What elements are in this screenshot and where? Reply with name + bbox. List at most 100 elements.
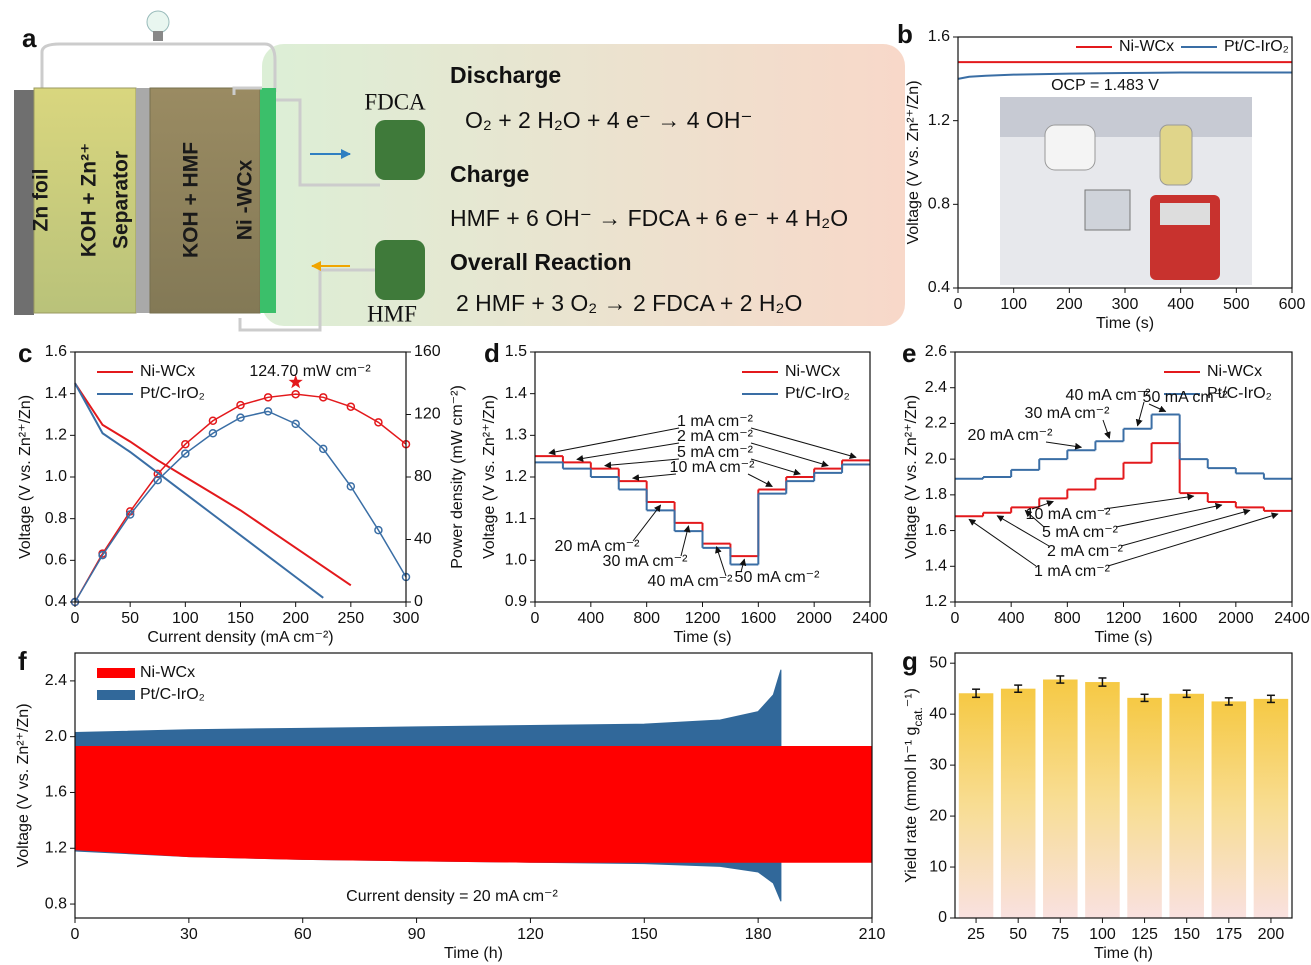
y-tick-label: 1.6: [45, 343, 67, 360]
y-axis-label-part: Yield rate (mmol h⁻¹ g: [903, 727, 920, 883]
bar: [1127, 698, 1162, 918]
legend-label: Pt/C-IrO₂: [1224, 38, 1289, 55]
panel-label: c: [18, 338, 32, 368]
legend-label: Ni-WCx: [140, 363, 195, 380]
cell-label: KOH + Zn²⁺: [78, 143, 101, 257]
photo-object: [1045, 125, 1095, 170]
x-tick-label: 400: [1167, 296, 1194, 313]
legend-label: Pt/C-IrO₂: [140, 385, 205, 402]
x-tick-label: 250: [337, 610, 364, 627]
x-tick-label: 300: [1112, 296, 1139, 313]
y-axis-label-part: ⁻¹): [903, 688, 920, 707]
arrow: [751, 459, 800, 474]
power-line: [75, 394, 406, 602]
step-label: 50 mA cm⁻²: [1143, 389, 1229, 406]
x-tick-label: 60: [294, 926, 312, 943]
annotation: 124.70 mW cm⁻²: [249, 363, 371, 380]
bar: [959, 693, 994, 918]
x-tick-label: 210: [859, 926, 886, 943]
step-label: 30 mA cm⁻²: [603, 553, 689, 570]
y-tick-label: 1.2: [45, 839, 67, 856]
bulb: [147, 11, 169, 33]
power-line: [75, 411, 406, 602]
panel-label: d: [484, 338, 500, 368]
x-tick-label: 2000: [796, 610, 832, 627]
x-tick-label: 100: [1089, 926, 1116, 943]
step-label: 10 mA cm⁻²: [670, 459, 756, 476]
y-tick-label: 1.6: [928, 28, 950, 45]
plot-area: [959, 676, 1288, 918]
y2-tick-label: 160: [414, 343, 441, 360]
y-tick-label: 0.6: [45, 552, 67, 569]
legend-label: Ni-WCx: [140, 664, 195, 681]
step-label: 2 mA cm⁻²: [677, 428, 754, 445]
x-tick-label: 100: [1000, 296, 1027, 313]
y-tick-label: 0.8: [45, 510, 67, 527]
arrow: [1116, 505, 1222, 527]
x-tick-label: 2400: [1274, 610, 1310, 627]
legend-swatch: [97, 690, 135, 700]
y-tick-label: 1.2: [928, 112, 950, 129]
y-tick-label: 2.4: [925, 379, 947, 396]
line: [75, 383, 323, 598]
y-tick-label: 2.6: [925, 343, 947, 360]
bottle-label: FDCA: [364, 89, 426, 114]
reaction-title: Charge: [450, 161, 529, 187]
arrow: [549, 428, 679, 453]
y-tick-label: 0.4: [928, 279, 950, 296]
photo-object: [1085, 190, 1130, 230]
y-tick-label: 1.2: [45, 427, 67, 444]
y-axis-label: Voltage (V vs. Zn²⁺/Zn): [17, 395, 34, 559]
y-tick-label: 1.6: [925, 522, 947, 539]
step-label: 10 mA cm⁻²: [1026, 506, 1112, 523]
line: [75, 383, 351, 585]
photo-object: [1160, 203, 1210, 225]
x-tick-label: 1600: [1162, 610, 1198, 627]
y-tick-label: 1.2: [505, 468, 527, 485]
y-axis-label: Voltage (V vs. Zn²⁺/Zn): [905, 80, 922, 244]
y-axis-label: Yield rate (mmol h⁻¹ gcat.⁻¹): [903, 688, 925, 883]
bar: [1212, 701, 1247, 918]
x-axis-label: Time (h): [1094, 945, 1153, 962]
y2-tick-label: 120: [414, 406, 441, 423]
plot-area: [75, 670, 872, 902]
x-tick-label: 30: [180, 926, 198, 943]
y-tick-label: 0.4: [45, 593, 67, 610]
legend-label: Pt/C-IrO₂: [785, 385, 850, 402]
cell-label: Separator: [110, 151, 133, 249]
arrow: [751, 428, 856, 457]
x-tick-label: 90: [408, 926, 426, 943]
cell-label: KOH + HMF: [180, 142, 203, 258]
bulb-base: [153, 31, 163, 41]
y-tick-label: 1.8: [925, 486, 947, 503]
y2-tick-label: 0: [414, 593, 423, 610]
panel-label: b: [897, 19, 913, 49]
legend-label: Ni-WCx: [1119, 38, 1174, 55]
legend-label: Ni-WCx: [1207, 363, 1262, 380]
arrow: [1103, 420, 1109, 438]
x-tick-label: 150: [1173, 926, 1200, 943]
arrow: [748, 474, 772, 487]
y2-tick-label: 40: [414, 531, 432, 548]
x-tick-label: 0: [951, 610, 960, 627]
step-label: 2 mA cm⁻²: [1047, 543, 1124, 560]
x-tick-label: 50: [1009, 926, 1027, 943]
x-tick-label: 1200: [1106, 610, 1142, 627]
x-tick-label: 800: [633, 610, 660, 627]
photo-inset: [1000, 97, 1252, 285]
reaction-title: Discharge: [450, 62, 561, 88]
x-tick-label: 0: [954, 296, 963, 313]
bottle-label: HMF: [367, 301, 417, 326]
x-tick-label: 150: [631, 926, 658, 943]
x-tick-label: 200: [282, 610, 309, 627]
y-tick-label: 2.0: [45, 728, 67, 745]
x-tick-label: 2000: [1218, 610, 1254, 627]
x-tick-label: 125: [1131, 926, 1158, 943]
x-tick-label: 500: [1223, 296, 1250, 313]
y-tick-label: 2.2: [925, 415, 947, 432]
axes-frame: [75, 352, 406, 602]
y-tick-label: 1.3: [505, 427, 527, 444]
panel-a: a Zn foil KOH + Zn²⁺ Separator KOH + HMF…: [14, 11, 905, 330]
